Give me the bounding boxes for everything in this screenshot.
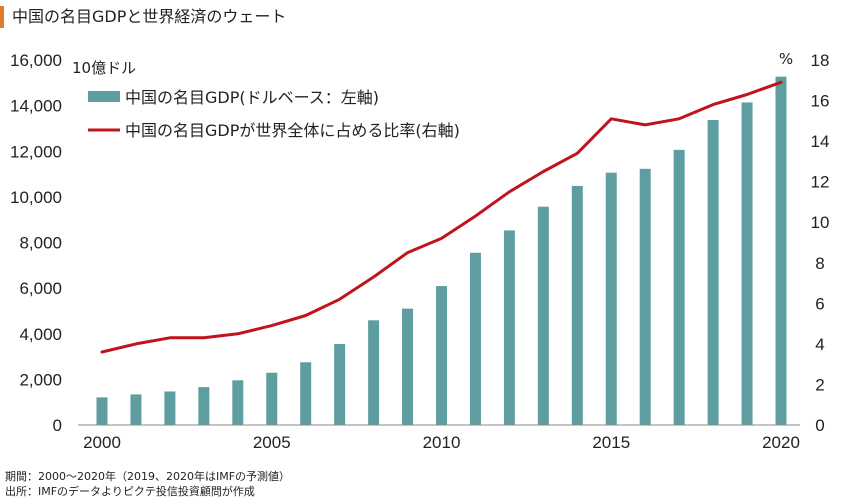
gdp-bar	[707, 119, 719, 425]
right-tick-label: 2	[815, 375, 824, 394]
gdp-bar	[503, 230, 515, 425]
footer-period-note: 期間：2000～2020年（2019、2020年はIMFの予測値）	[5, 470, 291, 483]
right-tick-label: 6	[815, 294, 824, 313]
ratio-line	[100, 80, 783, 354]
gdp-bar	[537, 206, 549, 425]
chart-title: 中国の名目GDPと世界経済のウェート	[12, 7, 287, 26]
gdp-bar	[300, 362, 312, 425]
gdp-bar	[436, 286, 447, 425]
gdp-bar	[232, 380, 244, 425]
legend-bar-label: 中国の名目GDP(ドルベース：左軸)	[125, 88, 379, 107]
footer-source-note: 出所：IMFのデータよりピクテ投信投資顧問が作成	[5, 485, 255, 498]
left-tick-label: 12,000	[10, 142, 62, 161]
right-tick-label: 8	[815, 254, 824, 273]
right-tick-label: 18	[811, 51, 830, 70]
legend: 中国の名目GDP(ドルベース：左軸) 中国の名目GDPが世界全体に占める比率(右…	[88, 88, 460, 140]
left-tick-label: 4,000	[19, 325, 62, 344]
gdp-bar	[334, 344, 346, 425]
legend-line-label: 中国の名目GDPが世界全体に占める比率(右軸)	[125, 121, 460, 140]
gdp-bar	[639, 168, 651, 426]
gdp-bar	[775, 76, 787, 425]
right-tick-label: 4	[815, 335, 824, 354]
left-tick-label: 16,000	[10, 51, 62, 70]
gdp-bar	[368, 320, 380, 425]
gdp-bar	[605, 172, 617, 425]
left-tick-label: 2,000	[19, 370, 62, 389]
gdp-bar	[469, 252, 481, 425]
gdp-bar	[164, 391, 176, 425]
title-accent-bar	[0, 6, 4, 28]
right-tick-label: 12	[811, 173, 830, 192]
right-axis-unit: %	[779, 50, 793, 68]
x-tick-label: 2020	[762, 433, 800, 452]
left-tick-label: 0	[53, 416, 62, 435]
right-tick-label: 14	[811, 132, 830, 151]
x-tick-label: 2005	[253, 433, 291, 452]
left-tick-label: 14,000	[10, 97, 62, 116]
left-tick-label: 8,000	[19, 234, 62, 253]
gdp-bar	[402, 308, 414, 425]
right-tick-label: 10	[811, 213, 830, 232]
x-tick-label: 2010	[423, 433, 461, 452]
gdp-bar	[198, 387, 210, 425]
right-tick-label: 16	[811, 92, 830, 111]
left-axis-unit: 10億ドル	[72, 59, 136, 77]
gdp-bar	[741, 102, 753, 426]
gdp-bar	[673, 149, 685, 425]
left-tick-label: 6,000	[19, 279, 62, 298]
gdp-bar	[130, 394, 142, 425]
gdp-bar	[266, 372, 278, 425]
gdp-bar	[96, 397, 108, 425]
left-tick-label: 10,000	[10, 188, 62, 207]
gdp-bar	[571, 185, 583, 425]
x-tick-label: 2000	[83, 433, 121, 452]
x-tick-label: 2015	[592, 433, 630, 452]
right-tick-label: 0	[815, 416, 824, 435]
legend-bar-swatch	[88, 91, 120, 102]
